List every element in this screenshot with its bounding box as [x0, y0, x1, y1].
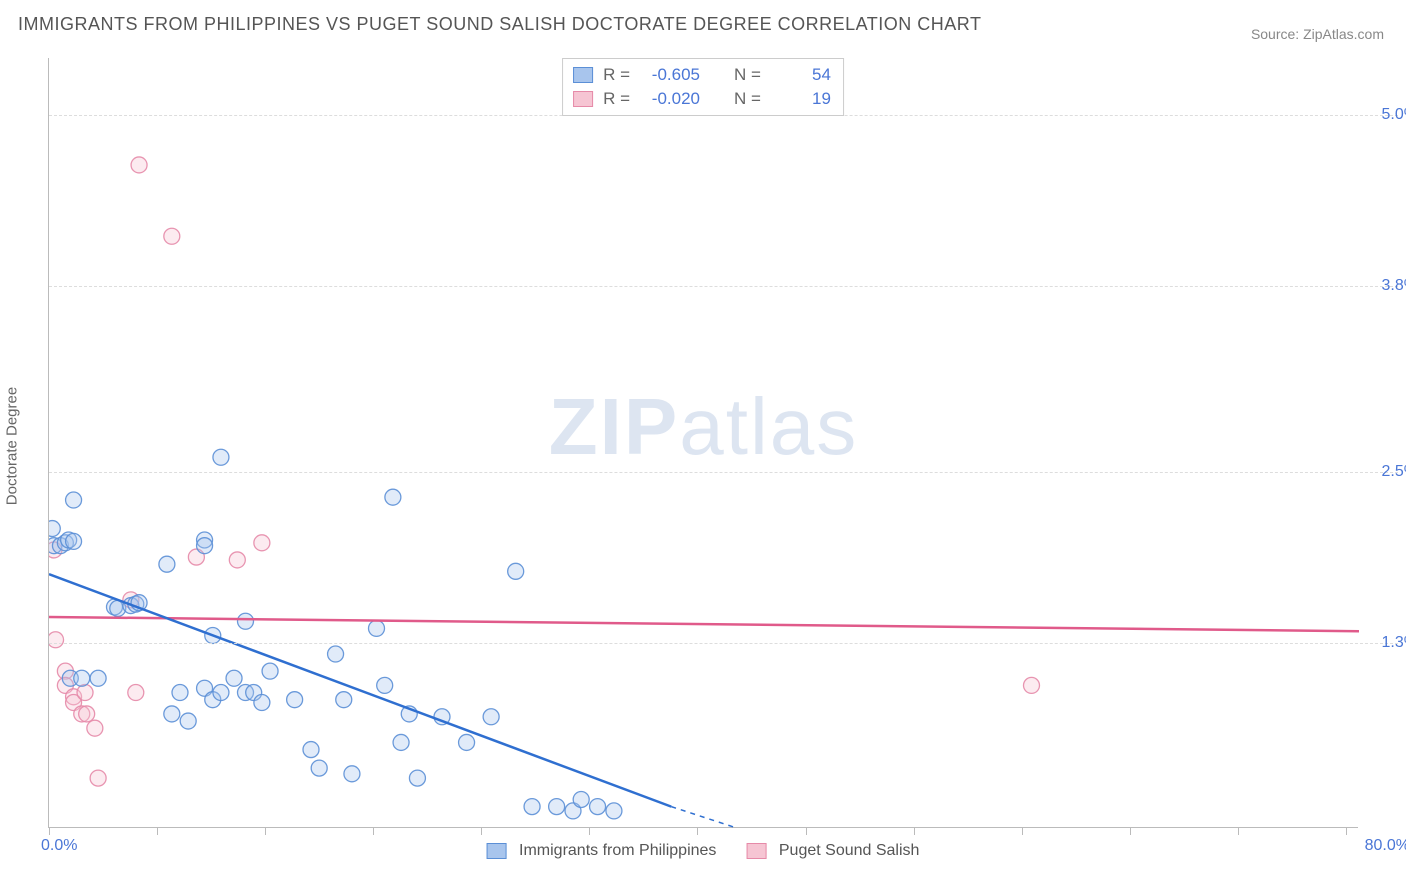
legend-item-a: Immigrants from Philippines [487, 842, 717, 860]
x-tick [1022, 827, 1023, 835]
data-point [197, 538, 213, 554]
data-point [90, 670, 106, 686]
gridline-h [49, 472, 1398, 473]
data-point [164, 228, 180, 244]
gridline-h [49, 286, 1398, 287]
x-tick [265, 827, 266, 835]
data-point [409, 770, 425, 786]
legend-item-b: Puget Sound Salish [746, 842, 919, 860]
data-point [393, 734, 409, 750]
swatch-series-b [573, 91, 593, 107]
y-tick-label: 1.3% [1363, 634, 1406, 652]
data-point [49, 632, 64, 648]
data-point [377, 677, 393, 693]
data-point [229, 552, 245, 568]
x-tick [481, 827, 482, 835]
data-point [483, 709, 499, 725]
data-point [79, 706, 95, 722]
r-value-b: -0.020 [640, 87, 700, 111]
y-axis-title: Doctorate Degree [4, 387, 21, 505]
data-point [213, 449, 229, 465]
data-point [87, 720, 103, 736]
plot-svg [49, 58, 1359, 828]
data-point [164, 706, 180, 722]
legend-label-b: Puget Sound Salish [779, 842, 920, 859]
y-tick-label: 5.0% [1363, 106, 1406, 124]
series-legend: Immigrants from Philippines Puget Sound … [487, 842, 920, 860]
data-point [287, 692, 303, 708]
data-point [508, 563, 524, 579]
data-point [66, 533, 82, 549]
data-point [549, 799, 565, 815]
swatch-series-a [573, 67, 593, 83]
swatch-series-a-icon [487, 843, 507, 859]
data-point [180, 713, 196, 729]
data-point [226, 670, 242, 686]
data-point [131, 157, 147, 173]
n-value-b: 19 [771, 87, 831, 111]
x-tick [697, 827, 698, 835]
y-tick-label: 3.8% [1363, 277, 1406, 295]
data-point [128, 685, 144, 701]
x-tick [373, 827, 374, 835]
data-point [254, 695, 270, 711]
data-point [66, 492, 82, 508]
data-point [336, 692, 352, 708]
data-point [262, 663, 278, 679]
n-label-a: N = [734, 63, 761, 87]
regression-line-a-dashed [671, 807, 737, 828]
data-point [369, 620, 385, 636]
r-label-b: R = [603, 87, 630, 111]
data-point [590, 799, 606, 815]
legend-row-series-a: R = -0.605 N = 54 [573, 63, 831, 87]
x-label-min: 0.0% [41, 837, 77, 855]
data-point [238, 613, 254, 629]
y-tick-label: 2.5% [1363, 463, 1406, 481]
data-point [1024, 677, 1040, 693]
data-point [254, 535, 270, 551]
x-tick [589, 827, 590, 835]
correlation-legend: R = -0.605 N = 54 R = -0.020 N = 19 [562, 58, 844, 116]
r-label-a: R = [603, 63, 630, 87]
x-tick [1130, 827, 1131, 835]
data-point [328, 646, 344, 662]
data-point [573, 791, 589, 807]
chart-title: IMMIGRANTS FROM PHILIPPINES VS PUGET SOU… [18, 14, 981, 35]
data-point [459, 734, 475, 750]
data-point [344, 766, 360, 782]
data-point [172, 685, 188, 701]
n-label-b: N = [734, 87, 761, 111]
x-label-max: 80.0% [1365, 837, 1406, 855]
data-point [606, 803, 622, 819]
data-point [213, 685, 229, 701]
data-point [49, 521, 60, 537]
x-tick [49, 827, 50, 835]
legend-row-series-b: R = -0.020 N = 19 [573, 87, 831, 111]
data-point [77, 685, 93, 701]
data-point [303, 742, 319, 758]
plot-area: ZIPatlas 1.3%2.5%3.8%5.0%0.0%80.0% [48, 58, 1358, 828]
gridline-h [49, 643, 1398, 644]
data-point [311, 760, 327, 776]
x-tick [806, 827, 807, 835]
r-value-a: -0.605 [640, 63, 700, 87]
x-tick [914, 827, 915, 835]
data-point [90, 770, 106, 786]
x-tick [1238, 827, 1239, 835]
x-tick [1346, 827, 1347, 835]
source-attribution: Source: ZipAtlas.com [1251, 26, 1384, 42]
chart-container: IMMIGRANTS FROM PHILIPPINES VS PUGET SOU… [0, 0, 1406, 892]
data-point [74, 670, 90, 686]
data-point [159, 556, 175, 572]
n-value-a: 54 [771, 63, 831, 87]
legend-label-a: Immigrants from Philippines [519, 842, 716, 859]
x-tick [157, 827, 158, 835]
swatch-series-b-icon [746, 843, 766, 859]
data-point [385, 489, 401, 505]
data-point [524, 799, 540, 815]
